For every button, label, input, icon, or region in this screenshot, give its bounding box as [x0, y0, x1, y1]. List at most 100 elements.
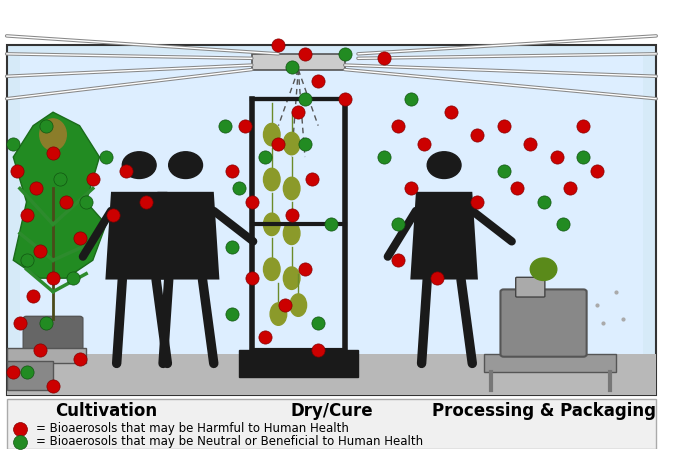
Point: [14, 320, 25, 327]
Point: [140, 198, 151, 206]
Point: [226, 243, 237, 250]
Point: [326, 221, 337, 228]
FancyBboxPatch shape: [239, 350, 358, 377]
Point: [299, 266, 310, 273]
FancyBboxPatch shape: [7, 355, 656, 395]
Polygon shape: [105, 192, 173, 279]
Point: [419, 140, 430, 147]
FancyBboxPatch shape: [7, 45, 656, 395]
Point: [392, 221, 403, 228]
Text: = Bioaerosols that may be Harmful to Human Health: = Bioaerosols that may be Harmful to Hum…: [37, 422, 350, 435]
FancyBboxPatch shape: [20, 54, 643, 386]
Point: [41, 320, 52, 327]
Ellipse shape: [39, 119, 66, 150]
Ellipse shape: [530, 258, 557, 280]
Point: [7, 140, 18, 147]
Ellipse shape: [284, 222, 300, 244]
Ellipse shape: [263, 123, 280, 146]
Point: [87, 176, 98, 183]
Point: [279, 302, 290, 309]
Point: [260, 333, 271, 340]
FancyBboxPatch shape: [500, 289, 587, 357]
Point: [54, 176, 65, 183]
Point: [511, 185, 522, 192]
Point: [260, 153, 271, 161]
Point: [339, 95, 350, 102]
Point: [74, 234, 85, 241]
Point: [101, 153, 112, 161]
Polygon shape: [410, 192, 478, 279]
FancyBboxPatch shape: [23, 316, 83, 352]
FancyBboxPatch shape: [252, 54, 345, 70]
Point: [379, 55, 390, 62]
Point: [34, 248, 45, 255]
FancyBboxPatch shape: [7, 361, 53, 390]
Point: [48, 382, 58, 390]
Point: [14, 438, 25, 446]
Point: [564, 185, 575, 192]
Point: [578, 122, 589, 129]
Point: [34, 346, 45, 354]
Point: [313, 77, 324, 84]
Point: [299, 50, 310, 58]
Point: [107, 212, 118, 219]
Ellipse shape: [290, 294, 307, 316]
Ellipse shape: [284, 267, 300, 289]
Ellipse shape: [284, 132, 300, 155]
Point: [14, 425, 25, 432]
Point: [240, 122, 251, 129]
Text: = Bioaerosols that may be Neutral or Beneficial to Human Health: = Bioaerosols that may be Neutral or Ben…: [37, 436, 424, 449]
Point: [31, 185, 42, 192]
Point: [306, 176, 317, 183]
Point: [591, 167, 602, 174]
Point: [120, 167, 131, 174]
Point: [472, 198, 483, 206]
Point: [525, 140, 536, 147]
Point: [498, 167, 509, 174]
Point: [11, 167, 22, 174]
Point: [313, 320, 324, 327]
Ellipse shape: [169, 152, 203, 179]
Point: [339, 50, 350, 58]
Point: [81, 198, 92, 206]
Point: [226, 167, 237, 174]
Point: [578, 153, 589, 161]
Point: [392, 256, 403, 264]
Point: [21, 212, 32, 219]
Point: [299, 95, 310, 102]
Point: [538, 198, 549, 206]
Ellipse shape: [122, 152, 156, 179]
Point: [472, 131, 483, 138]
Ellipse shape: [263, 258, 280, 280]
Point: [498, 122, 509, 129]
Point: [28, 292, 39, 300]
FancyBboxPatch shape: [515, 277, 545, 297]
Point: [273, 41, 284, 49]
Polygon shape: [13, 112, 106, 278]
Point: [551, 153, 562, 161]
Ellipse shape: [263, 168, 280, 191]
Point: [21, 256, 32, 264]
Point: [445, 108, 456, 116]
Point: [379, 153, 390, 161]
Point: [21, 369, 32, 376]
Point: [246, 198, 257, 206]
Point: [273, 140, 284, 147]
Point: [246, 274, 257, 282]
FancyBboxPatch shape: [7, 399, 656, 449]
Point: [286, 212, 297, 219]
Ellipse shape: [263, 213, 280, 235]
Point: [405, 185, 416, 192]
Point: [61, 198, 71, 206]
Text: Dry/Cure: Dry/Cure: [290, 401, 373, 419]
Point: [220, 122, 231, 129]
Ellipse shape: [284, 177, 300, 200]
Point: [432, 274, 443, 282]
Point: [313, 346, 324, 354]
Point: [41, 122, 52, 129]
Point: [299, 140, 310, 147]
Point: [286, 64, 297, 71]
Polygon shape: [152, 192, 220, 279]
Point: [67, 274, 78, 282]
Ellipse shape: [270, 303, 287, 325]
